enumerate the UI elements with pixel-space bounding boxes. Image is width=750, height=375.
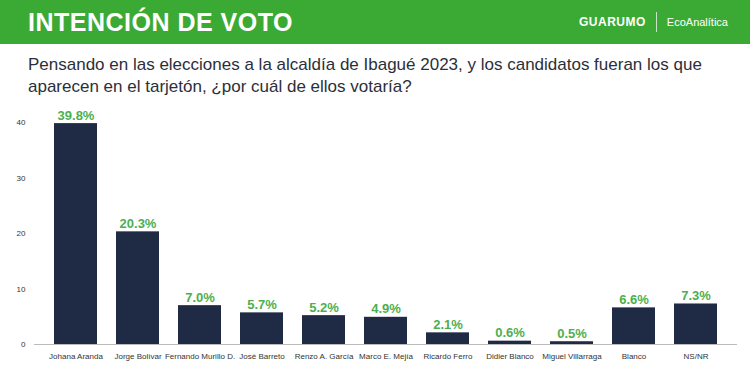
html-text:Pensando en las elecciones a l: Pensando en las elecciones a la alcaldía…: [28, 55, 702, 96]
svg-text:4.9%: 4.9%: [371, 301, 401, 316]
svg-text:0.6%: 0.6%: [495, 325, 525, 340]
svg-text:José Barreto: José Barreto: [239, 352, 285, 361]
html-text:GUARUMO: GUARUMO: [579, 15, 646, 29]
svg-text:Johana Aranda: Johana Aranda: [49, 352, 103, 361]
svg-text:Marco E. Mejía: Marco E. Mejía: [359, 352, 413, 361]
svg-text:Fernando Murillo D.: Fernando Murillo D.: [165, 352, 235, 361]
svg-text:5.7%: 5.7%: [247, 297, 277, 312]
svg-text:0: 0: [21, 340, 26, 349]
svg-text:40: 40: [17, 118, 26, 127]
html-text:INTENCIÓN DE VOTO: INTENCIÓN DE VOTO: [28, 7, 293, 36]
svg-text:20: 20: [17, 229, 26, 238]
svg-text:Renzo A. García: Renzo A. García: [295, 352, 354, 361]
svg-text:20.3%: 20.3%: [120, 216, 157, 231]
svg-text:Jorge Bolívar: Jorge Bolívar: [114, 352, 161, 361]
svg-text:Blanco: Blanco: [622, 352, 647, 361]
svg-text:2.1%: 2.1%: [433, 317, 463, 332]
svg-text:7.0%: 7.0%: [185, 290, 215, 305]
svg-text:30: 30: [17, 174, 26, 183]
svg-text:6.6%: 6.6%: [619, 292, 649, 307]
svg-text:39.8%: 39.8%: [58, 108, 95, 123]
svg-text:Miguel Villarraga: Miguel Villarraga: [542, 352, 602, 361]
svg-text:Didier Blanco: Didier Blanco: [486, 352, 534, 361]
html-text:EcoAnalítica: EcoAnalítica: [666, 16, 728, 28]
svg-text:10: 10: [17, 285, 26, 294]
svg-text:7.3%: 7.3%: [681, 288, 711, 303]
svg-text:NS/NR: NS/NR: [684, 352, 709, 361]
svg-text:Ricardo Ferro: Ricardo Ferro: [424, 352, 473, 361]
svg-text:5.2%: 5.2%: [309, 300, 339, 315]
svg-text:0.5%: 0.5%: [557, 326, 587, 341]
